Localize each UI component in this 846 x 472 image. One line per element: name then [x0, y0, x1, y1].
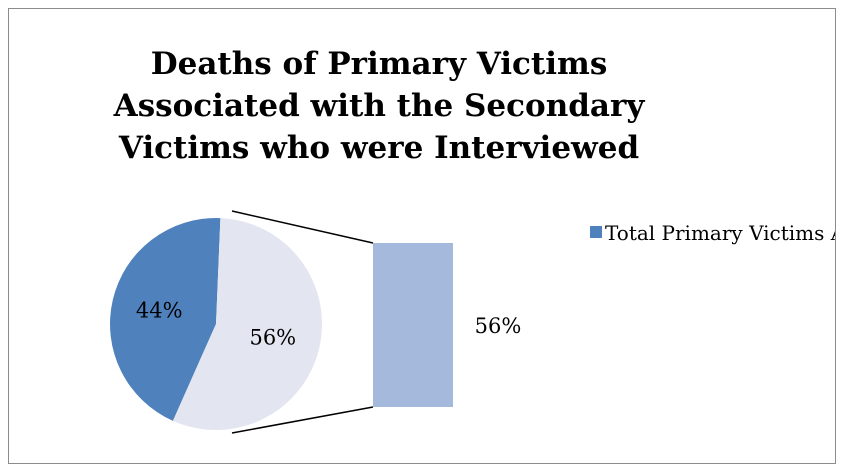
pie-slice-1 [172, 218, 322, 430]
chart-frame: Deaths of Primary Victims Associated wit… [8, 8, 836, 464]
secondary-bar-label: 56% [475, 314, 522, 338]
legend-label-0: Total Primary Victims Alive [605, 221, 835, 245]
pie-slice-label-1: 56% [249, 325, 296, 349]
pie-connectors [231, 210, 374, 434]
pie-slice-label-0: 44% [136, 299, 183, 323]
pie-chart: 44% 56% [109, 217, 322, 430]
secondary-bar [373, 243, 453, 407]
secondary-bar-chart: 56% [373, 243, 521, 407]
connector-line-bottom [231, 406, 374, 434]
legend-swatch-0 [590, 226, 602, 238]
chart-plot: 44% 56% 56% [109, 210, 521, 434]
chart-title: Deaths of Primary Victims Associated wit… [113, 46, 645, 166]
pie-slice-0 [109, 217, 221, 421]
connector-line-top [231, 210, 374, 244]
